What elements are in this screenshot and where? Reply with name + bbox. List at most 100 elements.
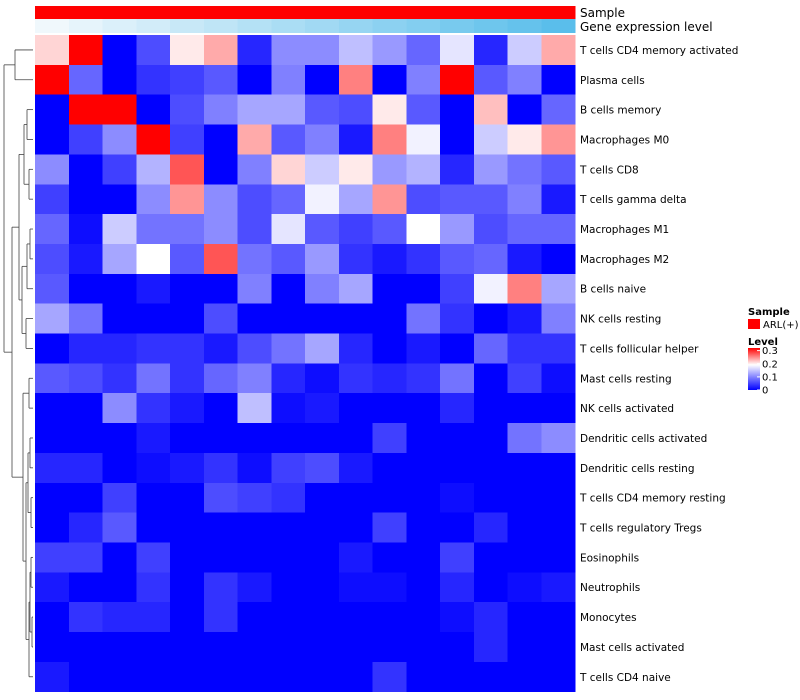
annotation-sample-cell	[473, 6, 508, 19]
heatmap-cell	[372, 273, 407, 305]
heatmap-cell	[338, 363, 373, 394]
heatmap-cell	[473, 273, 508, 305]
row-label: T cells CD8	[579, 164, 639, 176]
heatmap-cell	[237, 303, 272, 334]
heatmap-cell	[203, 35, 238, 66]
row-label: Macrophages M2	[580, 254, 669, 266]
heatmap-cell	[68, 333, 103, 364]
heatmap-cell	[372, 154, 407, 185]
heatmap-cell	[338, 632, 373, 663]
heatmap-cell	[170, 632, 205, 663]
heatmap-cell	[440, 452, 475, 484]
heatmap-cell	[271, 35, 306, 66]
heatmap-cell	[203, 632, 238, 663]
heatmap-cell	[35, 64, 70, 96]
heatmap-cell	[271, 333, 306, 364]
heatmap-cell	[305, 542, 340, 573]
heatmap-cell	[440, 94, 475, 126]
heatmap-cell	[68, 243, 103, 275]
legend-level-colorbar	[748, 348, 760, 390]
heatmap-cell	[507, 184, 542, 215]
heatmap-cell	[372, 602, 407, 633]
heatmap-cell	[203, 572, 238, 603]
heatmap-cell	[541, 35, 576, 66]
annotation-gene-cell	[102, 19, 137, 33]
heatmap-cell	[406, 124, 441, 155]
heatmap-cell	[35, 214, 70, 245]
heatmap-cell	[473, 184, 508, 215]
heatmap-cell	[406, 184, 441, 215]
heatmap-cell	[406, 64, 441, 96]
heatmap-cell	[305, 184, 340, 215]
heatmap-cell	[203, 333, 238, 364]
heatmap-cell	[372, 363, 407, 394]
row-label: Dendritic cells resting	[580, 463, 695, 475]
heatmap-cell	[203, 393, 238, 424]
row-dendrogram	[3, 49, 33, 678]
row-label: T cells CD4 memory activated	[579, 45, 738, 57]
heatmap-cell	[473, 64, 508, 96]
heatmap-cell	[237, 243, 272, 275]
annotation-sample-cell	[203, 6, 238, 19]
annotation-sample-label: Sample	[580, 6, 625, 20]
heatmap-cell	[305, 423, 340, 454]
row-label: T cells follicular helper	[579, 343, 699, 355]
heatmap-cell	[170, 602, 205, 633]
heatmap-cell	[440, 423, 475, 454]
heatmap-cell	[203, 303, 238, 334]
heatmap-cell	[271, 214, 306, 245]
heatmap-cell	[68, 124, 103, 155]
heatmap-cell	[507, 482, 542, 514]
heatmap-cell	[305, 303, 340, 334]
annotation-sample-cell	[305, 6, 340, 19]
heatmap-cell	[406, 333, 441, 364]
heatmap-cell	[338, 393, 373, 424]
heatmap-cell	[440, 363, 475, 394]
row-label: NK cells activated	[580, 403, 674, 415]
legend-level-title: Level	[748, 337, 778, 348]
annotation-gene-cell	[473, 19, 508, 33]
heatmap-cell	[541, 572, 576, 603]
heatmap-cell	[440, 243, 475, 275]
heatmap-cell	[68, 661, 103, 693]
heatmap-cell	[271, 184, 306, 215]
annotation-gene-cell	[203, 19, 238, 33]
heatmap-cell	[440, 64, 475, 96]
heatmap-cell	[170, 303, 205, 334]
heatmap-cell	[440, 35, 475, 66]
heatmap-cell	[305, 124, 340, 155]
heatmap-cell	[541, 124, 576, 155]
legend-sample-swatch	[748, 319, 760, 329]
heatmap-cell	[102, 632, 137, 663]
heatmap-cell	[338, 214, 373, 245]
heatmap-cell	[338, 303, 373, 334]
heatmap-cell	[440, 393, 475, 424]
heatmap-cell	[338, 542, 373, 573]
heatmap-cell	[136, 572, 171, 603]
legend-level-tick-label: 0.3	[762, 346, 778, 357]
legend-sample-entry: ARL(+)	[763, 320, 799, 331]
heatmap-cell	[170, 64, 205, 96]
heatmap-cell	[372, 632, 407, 663]
heatmap-cell	[237, 542, 272, 573]
heatmap-cell	[170, 124, 205, 155]
heatmap-cell	[372, 512, 407, 543]
heatmap-cell	[68, 303, 103, 334]
heatmap-cell	[35, 94, 70, 126]
heatmap-cell	[440, 661, 475, 693]
heatmap-cell	[541, 243, 576, 275]
annotation-sample-cell	[507, 6, 542, 19]
heatmap-cell	[507, 632, 542, 663]
annotation-sample-cell	[35, 6, 70, 19]
heatmap-cell	[271, 154, 306, 185]
heatmap-cell	[372, 124, 407, 155]
heatmap-cell	[541, 184, 576, 215]
heatmap-cell	[406, 542, 441, 573]
heatmap-cell	[237, 94, 272, 126]
heatmap-cell	[406, 35, 441, 66]
row-label: Macrophages M1	[580, 224, 669, 236]
annotation-gene-cell	[507, 19, 542, 33]
heatmap-cell	[170, 333, 205, 364]
heatmap-cell	[136, 243, 171, 275]
